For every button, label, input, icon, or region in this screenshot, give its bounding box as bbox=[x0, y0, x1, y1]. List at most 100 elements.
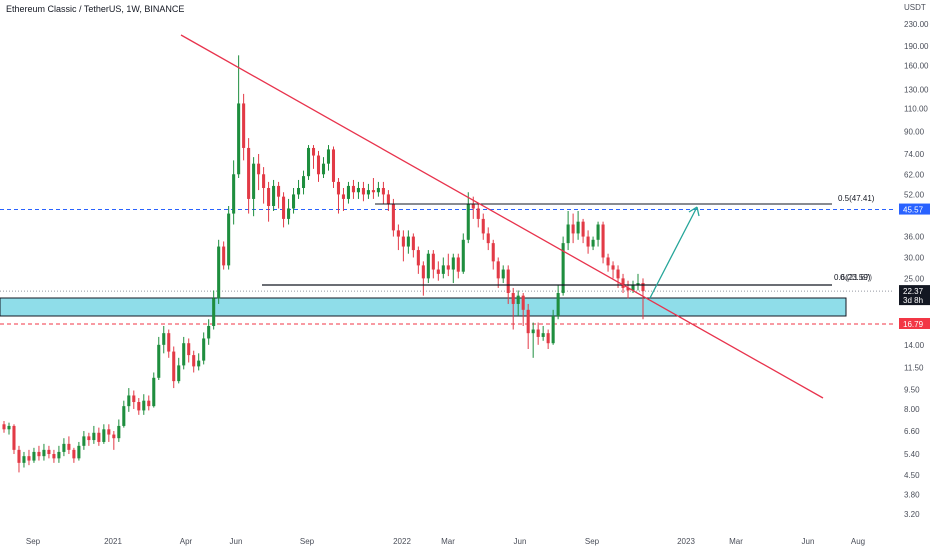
candle-body bbox=[381, 187, 385, 195]
candle-body bbox=[416, 250, 420, 266]
candle-body bbox=[466, 203, 470, 240]
candle-body bbox=[581, 221, 585, 237]
candle bbox=[521, 293, 525, 326]
candle-body bbox=[172, 351, 176, 382]
candle-body bbox=[112, 434, 116, 439]
candle-body bbox=[571, 224, 575, 234]
candle bbox=[616, 265, 620, 288]
price-tick-label: 4.50 bbox=[904, 471, 920, 480]
candle-body bbox=[77, 445, 81, 459]
price-tick-label: 110.00 bbox=[904, 105, 928, 114]
price-tick-label: 6.60 bbox=[904, 427, 920, 436]
price-tick-label: 90.00 bbox=[904, 128, 925, 137]
candle-body bbox=[311, 147, 316, 156]
candle bbox=[2, 421, 6, 433]
candle bbox=[431, 250, 435, 279]
candle bbox=[481, 213, 485, 240]
candle-body bbox=[601, 224, 605, 258]
candle bbox=[292, 187, 296, 214]
candle-body bbox=[182, 343, 186, 366]
candle bbox=[237, 55, 241, 179]
candle-body bbox=[371, 190, 375, 193]
candle bbox=[152, 372, 156, 408]
candle bbox=[571, 213, 575, 244]
candle-body bbox=[117, 425, 121, 439]
candle bbox=[496, 257, 500, 288]
candle bbox=[531, 322, 535, 358]
candle-body bbox=[122, 406, 126, 426]
candle-body bbox=[217, 246, 221, 299]
candle bbox=[47, 445, 51, 459]
candle bbox=[242, 93, 246, 161]
candle bbox=[426, 250, 430, 284]
candle-body bbox=[411, 236, 415, 251]
candle bbox=[37, 445, 41, 461]
price-tick-label: 52.00 bbox=[904, 190, 925, 199]
candle-body bbox=[192, 355, 196, 367]
candle bbox=[32, 447, 36, 463]
candle-body bbox=[641, 283, 645, 292]
candle-body bbox=[37, 451, 41, 457]
candle-body bbox=[62, 443, 66, 452]
candle-body bbox=[561, 243, 565, 294]
candle-body bbox=[72, 449, 76, 459]
candle bbox=[626, 280, 630, 299]
candle bbox=[581, 218, 585, 244]
time-tick-label: 2021 bbox=[104, 537, 122, 546]
candle-body bbox=[247, 147, 251, 199]
candle bbox=[511, 287, 515, 330]
candle-body bbox=[516, 295, 520, 304]
candle bbox=[137, 398, 141, 415]
candle-body bbox=[67, 443, 71, 450]
time-tick-label: Aug bbox=[851, 537, 865, 546]
candle-body bbox=[177, 365, 181, 382]
candle bbox=[371, 178, 375, 199]
price-tick-label: 36.00 bbox=[904, 233, 925, 242]
candle bbox=[267, 181, 271, 222]
candle bbox=[381, 181, 385, 204]
candle-body bbox=[92, 432, 96, 441]
candle-body bbox=[97, 432, 101, 442]
candle-body bbox=[282, 196, 286, 219]
candle bbox=[212, 290, 216, 330]
time-tick-label: 2022 bbox=[393, 537, 411, 546]
candle-body bbox=[591, 239, 595, 247]
candle-body bbox=[506, 269, 510, 294]
candle bbox=[142, 394, 146, 415]
candle bbox=[416, 246, 420, 274]
candle-body bbox=[391, 203, 395, 231]
candle bbox=[252, 157, 256, 217]
candle-body bbox=[606, 257, 610, 266]
candle-body bbox=[396, 230, 400, 237]
candle-body bbox=[102, 429, 106, 442]
price-tag-value: 45.57 bbox=[903, 206, 924, 215]
candle-body bbox=[451, 257, 455, 270]
candle-body bbox=[406, 236, 410, 247]
price-axis[interactable]: USDT 230.00 190.00 160.00 130.00 110.00 90.00 7… bbox=[904, 3, 929, 519]
candle bbox=[526, 303, 530, 349]
price-tick-label: 25.00 bbox=[904, 274, 925, 283]
candle-body bbox=[471, 203, 475, 209]
candle bbox=[376, 181, 380, 197]
candle-body bbox=[631, 285, 635, 291]
candle bbox=[441, 257, 445, 279]
candle-body bbox=[331, 149, 336, 182]
candle bbox=[621, 273, 625, 294]
candle-body bbox=[27, 456, 31, 461]
candle bbox=[561, 236, 565, 296]
candle-body bbox=[157, 344, 161, 378]
candle bbox=[217, 239, 221, 304]
candle-body bbox=[636, 283, 640, 286]
candle-body bbox=[147, 400, 151, 407]
candle-body bbox=[321, 163, 326, 175]
candle-body bbox=[356, 187, 360, 193]
candle bbox=[287, 198, 291, 225]
price-tag-countdown: 3d 8h bbox=[903, 296, 923, 305]
candle bbox=[491, 239, 495, 270]
time-axis[interactable]: Sep 2021 Apr Jun Sep 2022 Mar Jun Sep 2023 Mar Jun A… bbox=[26, 537, 865, 546]
time-tick-label: Mar bbox=[729, 537, 743, 546]
candle bbox=[476, 203, 480, 228]
candle-body bbox=[576, 221, 580, 234]
candle bbox=[326, 145, 331, 171]
